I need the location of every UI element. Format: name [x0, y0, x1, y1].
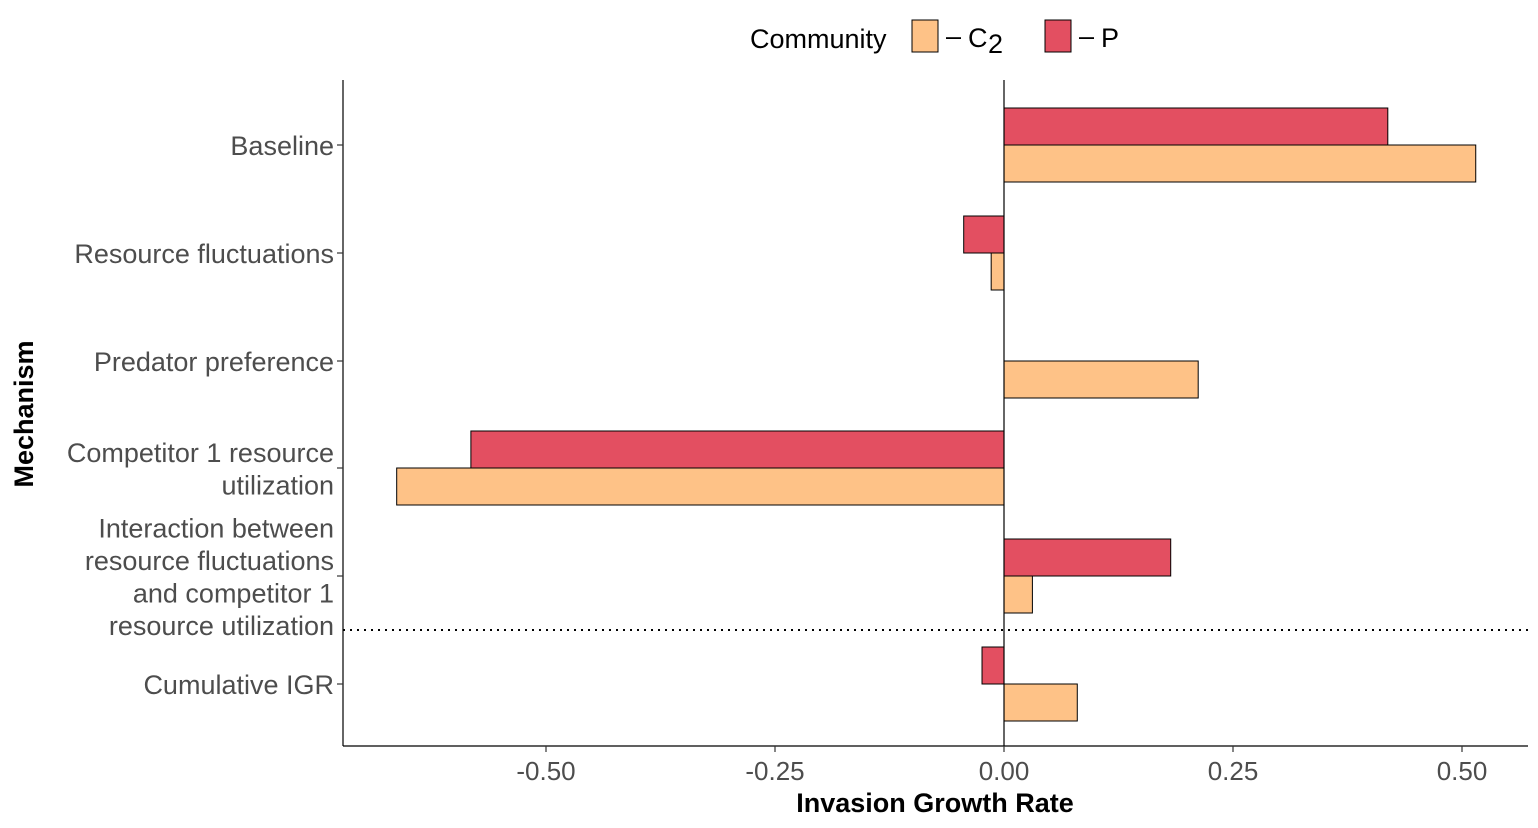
category-label: resource utilization	[109, 611, 334, 641]
bar-p-4	[1003, 538, 1172, 577]
category-label: utilization	[221, 470, 334, 500]
legend-dash: –	[946, 21, 961, 51]
bar-c2-0	[1003, 144, 1477, 183]
bar-c2-2	[1003, 360, 1199, 399]
legend-key-c2	[911, 19, 939, 53]
category-label: Cumulative IGR	[143, 670, 334, 700]
category-label: resource fluctuations	[85, 546, 334, 576]
legend-label-subscript: 2	[988, 29, 1003, 59]
category-label: Resource fluctuations	[74, 239, 334, 269]
bars-layer	[396, 107, 1477, 722]
x-tick-label: -0.25	[745, 756, 804, 786]
legend-label-p: P	[1101, 23, 1119, 53]
x-tick-label: -0.50	[516, 756, 575, 786]
bar-c2-3	[396, 467, 1005, 506]
x-axis-title: Invasion Growth Rate	[796, 788, 1074, 818]
bar-p-5	[981, 646, 1005, 685]
bar-p-1	[963, 215, 1005, 254]
bar-c2-4	[1003, 575, 1033, 614]
category-label: Competitor 1 resource	[67, 438, 334, 468]
category-label: Predator preference	[94, 347, 334, 377]
legend-title: Community	[750, 24, 887, 54]
bar-c2-5	[1003, 683, 1078, 722]
legend-dash: –	[1079, 21, 1094, 51]
category-label: Baseline	[230, 131, 334, 161]
y-axis-title: Mechanism	[9, 340, 39, 487]
x-tick-label: 0.50	[1437, 756, 1488, 786]
labels-layer: -0.50 -0.25 0.00 0.25 0.50 Baseline Resource f…	[67, 131, 1487, 786]
category-label: Interaction between	[98, 513, 334, 543]
x-tick-label: 0.25	[1208, 756, 1259, 786]
category-label: and competitor 1	[133, 578, 334, 608]
bar-p-3	[470, 430, 1005, 469]
x-tick-label: 0.00	[979, 756, 1030, 786]
bar-c2-1	[990, 252, 1005, 291]
bar-p-0	[1003, 107, 1389, 146]
legend-key-p	[1044, 19, 1072, 53]
legend: Community – C 2– P	[750, 19, 1119, 59]
axes-layer	[337, 80, 1528, 752]
legend-label-c2: C	[968, 23, 988, 53]
